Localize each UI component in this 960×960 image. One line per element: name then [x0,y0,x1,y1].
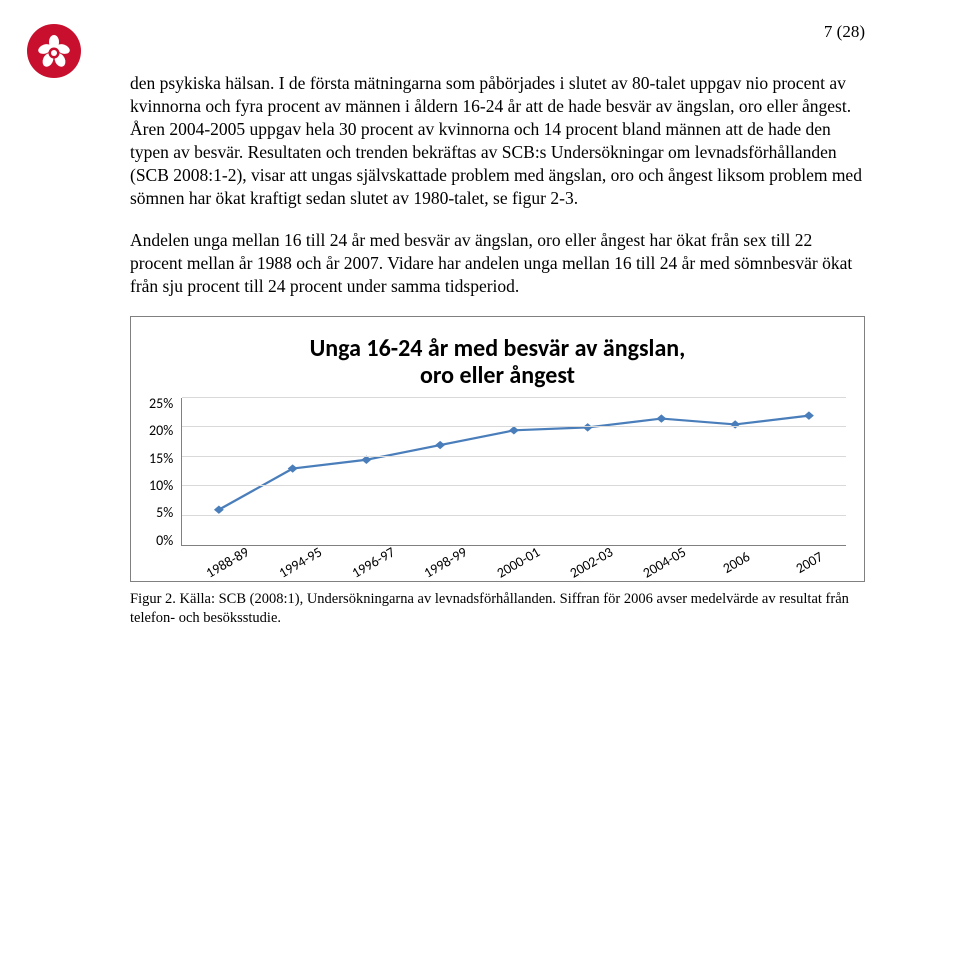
series-marker [804,411,814,419]
chart-title-line1: Unga 16-24 år med besvär av ängslan, [310,334,686,363]
line-series [182,398,846,545]
figure-caption: Figur 2. Källa: SCB (2008:1), Undersökni… [130,590,865,627]
chart-title: Unga 16-24 år med besvär av ängslan, oro… [149,335,846,390]
plot-area [181,398,846,546]
chart-container: Unga 16-24 år med besvär av ängslan, oro… [130,316,865,582]
y-axis: 25% 20% 15% 10% 5% 0% [149,398,181,546]
y-tick: 5% [156,507,173,518]
y-tick: 20% [149,425,173,436]
y-tick: 0% [156,535,173,546]
grid-line [182,397,846,398]
x-axis: 1988-891994-951996-971998-992000-012002-… [191,554,846,571]
grid-line [182,456,846,457]
page-content: den psykiska hälsan. I de första mätning… [130,72,865,627]
grid-line [182,426,846,427]
y-tick: 15% [149,453,173,464]
series-marker [435,441,445,449]
plot-wrap: 25% 20% 15% 10% 5% 0% [149,398,846,546]
series-marker [657,414,667,422]
y-tick: 25% [149,398,173,409]
paragraph-1: den psykiska hälsan. I de första mätning… [130,72,865,211]
paragraph-2: Andelen unga mellan 16 till 24 år med be… [130,229,865,298]
grid-line [182,485,846,486]
y-tick: 10% [149,480,173,491]
page-number: 7 (28) [824,22,865,42]
grid-line [182,515,846,516]
party-logo [25,22,83,80]
series-marker [730,420,740,428]
chart-title-line2: oro eller ångest [420,361,575,390]
